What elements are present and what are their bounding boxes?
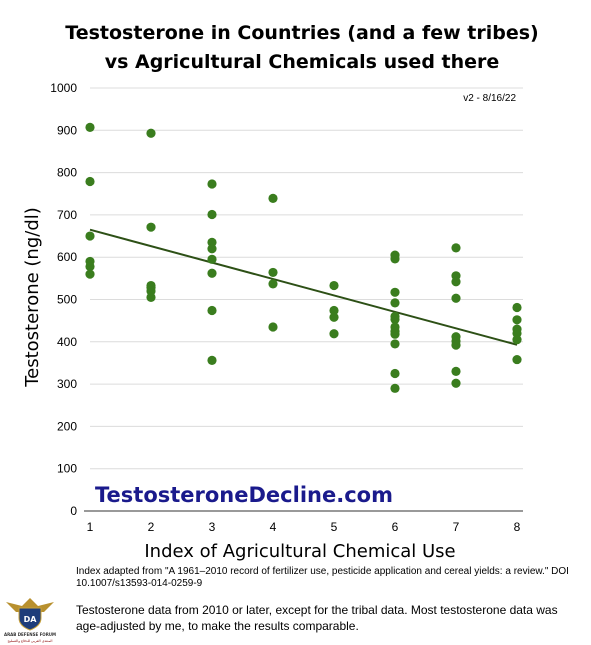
data-point-36 xyxy=(390,329,400,339)
data-point-7 xyxy=(146,222,156,232)
data-point-25 xyxy=(329,305,339,316)
data-point-22 xyxy=(268,279,278,289)
data-point-38 xyxy=(390,368,400,379)
data-point-6 xyxy=(146,128,156,138)
data-point-23 xyxy=(268,322,278,332)
grid-lines xyxy=(90,87,523,470)
y-tick-label-700: 700 xyxy=(57,208,77,222)
logo-text-top: DA xyxy=(24,615,38,624)
data-point-26 xyxy=(329,312,339,322)
y-tick-label-800: 800 xyxy=(57,166,77,180)
x-tick-label-8: 8 xyxy=(514,520,521,534)
data-point-37 xyxy=(390,339,400,349)
data-point-47 xyxy=(451,366,461,377)
y-tick-labels: 0 100 200 300 400 500 600 700 800 900 1000 xyxy=(50,81,77,518)
data-point-12 xyxy=(207,179,217,189)
x-tick-label-7: 7 xyxy=(453,520,460,534)
data-point-0 xyxy=(85,122,95,132)
data-point-46 xyxy=(451,340,461,350)
x-tick-label-4: 4 xyxy=(270,520,277,534)
data-point-27 xyxy=(329,329,339,339)
data-point-52 xyxy=(512,328,522,338)
data-point-11 xyxy=(146,292,156,302)
data-point-54 xyxy=(512,354,522,365)
x-axis-title: Index of Agricultural Chemical Use xyxy=(144,541,455,562)
data-point-1 xyxy=(85,176,95,187)
watermark-text: TestosteroneDecline.com xyxy=(95,483,393,507)
data-point-24 xyxy=(329,280,339,291)
data-point-5 xyxy=(85,269,95,279)
logo-text-bottom: المنتدى العربي للدفاع والتسليح xyxy=(8,639,53,643)
data-point-16 xyxy=(207,254,217,264)
data-point-33 xyxy=(390,314,400,324)
y-tick-label-300: 300 xyxy=(57,377,77,391)
x-tick-label-5: 5 xyxy=(331,520,338,534)
chart-title-line-2: vs Agricultural Chemicals used there xyxy=(105,51,500,73)
data-point-43 xyxy=(451,293,461,303)
data-point-15 xyxy=(207,244,217,254)
data-point-2 xyxy=(85,231,95,241)
data-point-18 xyxy=(207,305,217,316)
data-point-20 xyxy=(268,193,278,204)
x-tick-labels: 1 2 3 4 5 6 7 8 xyxy=(87,520,521,534)
data-point-14 xyxy=(207,237,217,247)
y-tick-label-500: 500 xyxy=(57,293,77,307)
data-point-39 xyxy=(390,383,400,393)
data-point-17 xyxy=(207,268,217,278)
logo-text-mid: ARAB DEFENSE FORUM xyxy=(4,632,56,637)
data-point-10 xyxy=(146,286,156,296)
x-tick-label-1: 1 xyxy=(87,520,94,534)
y-tick-label-1000: 1000 xyxy=(50,81,77,95)
data-point-31 xyxy=(390,298,400,308)
y-axis-title: Testosterone (ng/dl) xyxy=(22,207,43,388)
data-point-21 xyxy=(268,267,278,278)
trendline-group xyxy=(89,228,518,346)
data-point-13 xyxy=(207,209,217,220)
y-tick-label-100: 100 xyxy=(57,462,77,476)
y-tick-label-900: 900 xyxy=(57,123,77,137)
x-tick-label-6: 6 xyxy=(392,520,399,534)
data-point-53 xyxy=(512,335,522,345)
trendline xyxy=(89,228,518,346)
y-tick-label-200: 200 xyxy=(57,419,77,433)
data-point-29 xyxy=(390,254,400,264)
data-point-40 xyxy=(451,243,461,253)
arab-defense-forum-logo: DA ARAB DEFENSE FORUM المنتدى العربي للد… xyxy=(4,598,56,643)
data-point-4 xyxy=(85,261,95,272)
testosterone-source-note: Testosterone data from 2010 or later, ex… xyxy=(76,603,558,633)
data-point-30 xyxy=(390,287,400,297)
data-point-48 xyxy=(451,378,461,388)
data-point-19 xyxy=(207,355,217,366)
y-tick-label-0: 0 xyxy=(70,504,77,518)
index-source-note: Index adapted from "A 1961–2010 record o… xyxy=(76,566,569,589)
x-tick-label-2: 2 xyxy=(148,520,155,534)
data-point-42 xyxy=(451,277,461,287)
data-points xyxy=(85,122,522,393)
chart-title-line-1: Testosterone in Countries (and a few tri… xyxy=(65,22,538,44)
version-label: v2 - 8/16/22 xyxy=(463,93,516,104)
y-tick-label-400: 400 xyxy=(57,335,77,349)
y-tick-label-600: 600 xyxy=(57,250,77,264)
x-tick-label-3: 3 xyxy=(209,520,216,534)
data-point-50 xyxy=(512,315,522,325)
data-point-49 xyxy=(512,302,522,313)
